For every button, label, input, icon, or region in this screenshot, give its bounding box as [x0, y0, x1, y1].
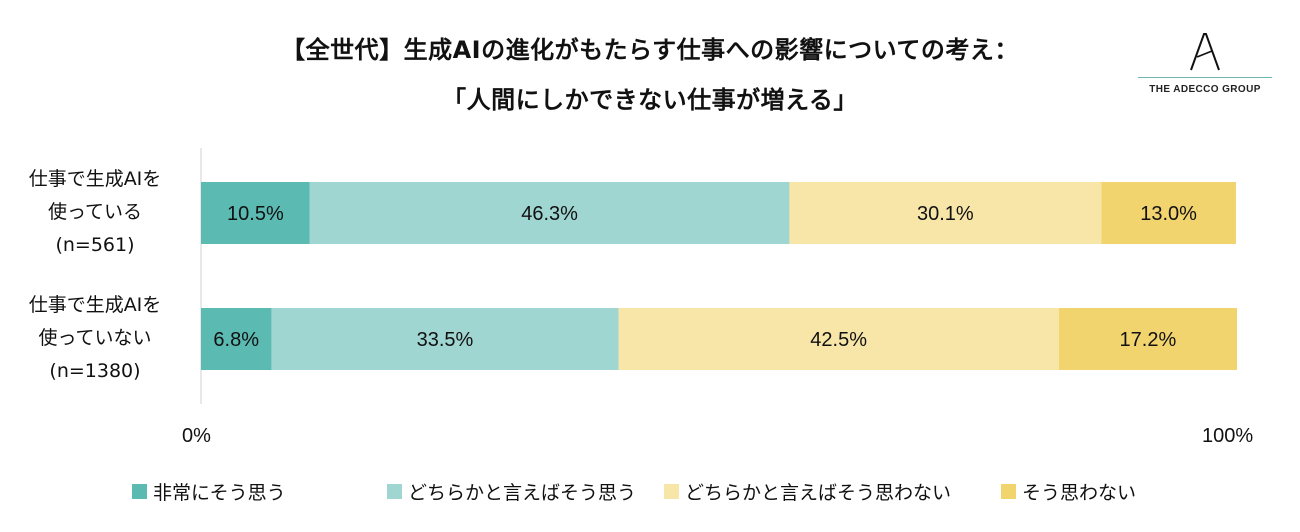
bar-segment — [309, 182, 790, 244]
bar-segment — [271, 308, 619, 370]
legend-label: どちらかと言えばそう思わない — [685, 482, 952, 504]
bar-segment — [618, 308, 1059, 370]
chart-title-line-2: 「人間にしかできない仕事が増える」 — [442, 86, 858, 114]
adecco-logo: THE ADECCO GROUP — [1138, 30, 1272, 102]
legend-label: 非常にそう思う — [153, 482, 286, 504]
category-label: 仕事で生成AIを 使っていない (n=1380) — [0, 289, 190, 388]
chart-title-line-1: 【全世代】生成AIの進化がもたらす仕事への影響についての考え： — [281, 36, 1019, 64]
bar-segment — [789, 182, 1102, 244]
legend-item: 非常にそう思う — [132, 478, 286, 505]
x-tick-label: 0% — [182, 425, 211, 447]
legend-item: どちらかと言えばそう思わない — [664, 478, 951, 505]
legend-swatch — [664, 484, 679, 499]
legend-item: どちらかと言えばそう思う — [387, 478, 636, 505]
category-label: 仕事で生成AIを 使っている (n=561) — [0, 163, 190, 262]
data-label: 13.0% — [1140, 203, 1197, 225]
logo-text: THE ADECCO GROUP — [1149, 84, 1261, 95]
data-label: 6.8% — [213, 329, 259, 351]
data-label: 17.2% — [1120, 329, 1177, 351]
bar-segment — [1058, 308, 1237, 370]
category-label-line: 仕事で生成AIを — [28, 294, 162, 316]
legend-swatch — [132, 484, 147, 499]
bar-segment — [201, 182, 310, 244]
legend-item: そう思わない — [1001, 478, 1136, 505]
data-label: 33.5% — [417, 329, 474, 351]
category-label-line: 使っている — [47, 201, 143, 223]
logo-divider — [1138, 77, 1272, 78]
legend-label: そう思わない — [1022, 482, 1137, 504]
legend-swatch — [1001, 484, 1016, 499]
category-label-line: 仕事で生成AIを — [28, 168, 162, 190]
legend-label: どちらかと言えばそう思う — [408, 482, 637, 504]
data-label: 42.5% — [810, 329, 867, 351]
category-label-line: 使っていない — [38, 327, 152, 349]
stacked-bar-chart: 10.5% 46.3% 30.1% 13.0% 6.8% 33.5% 42.5% 17.2% — [200, 148, 1237, 404]
data-label: 30.1% — [917, 203, 974, 225]
legend-swatch — [387, 484, 402, 499]
category-label-line: (n=1380) — [49, 360, 141, 382]
data-label: 10.5% — [227, 203, 284, 225]
x-tick-label: 100% — [1202, 425, 1254, 447]
category-label-line: (n=561) — [55, 234, 135, 256]
adecco-a-logo-icon — [1190, 33, 1220, 71]
bar-segment — [1101, 182, 1236, 244]
data-label: 46.3% — [521, 203, 578, 225]
bar-segment — [201, 308, 272, 370]
